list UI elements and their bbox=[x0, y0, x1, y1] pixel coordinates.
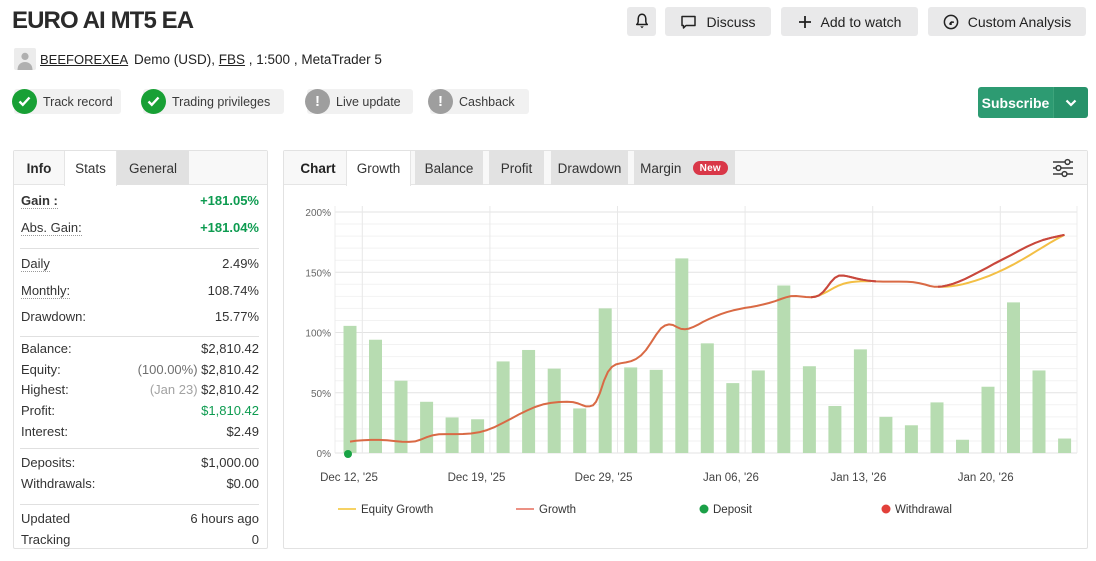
svg-text:100%: 100% bbox=[305, 329, 331, 340]
svg-text:200%: 200% bbox=[305, 208, 331, 219]
svg-text:Dec 12, '25: Dec 12, '25 bbox=[320, 472, 378, 484]
svg-text:Growth: Growth bbox=[539, 504, 576, 516]
svg-text:Deposit: Deposit bbox=[713, 504, 753, 516]
svg-text:Equity Growth: Equity Growth bbox=[361, 504, 433, 516]
svg-text:50%: 50% bbox=[311, 389, 331, 400]
svg-text:Dec 29, '25: Dec 29, '25 bbox=[575, 472, 633, 484]
svg-text:Jan 06, '26: Jan 06, '26 bbox=[703, 472, 759, 484]
svg-text:Jan 20, '26: Jan 20, '26 bbox=[958, 472, 1014, 484]
svg-text:Dec 19, '25: Dec 19, '25 bbox=[448, 472, 506, 484]
svg-text:Jan 13, '26: Jan 13, '26 bbox=[830, 472, 886, 484]
svg-text:Withdrawal: Withdrawal bbox=[895, 504, 952, 516]
svg-text:0%: 0% bbox=[317, 449, 332, 460]
svg-text:150%: 150% bbox=[305, 268, 331, 279]
